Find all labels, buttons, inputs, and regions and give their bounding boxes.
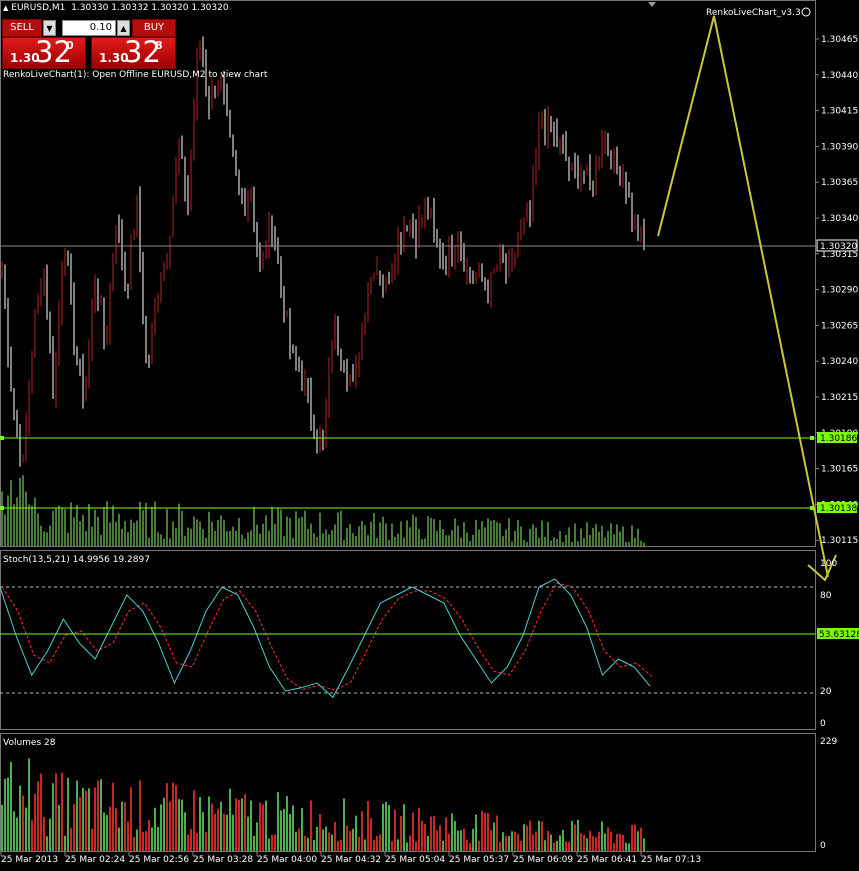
buy-price-box[interactable]: 1.30 32 8 (91, 35, 176, 69)
stoch-tick-label: 80 (820, 591, 832, 601)
stoch-tick-label: 0 (820, 719, 826, 729)
time-tick-label: 25 Mar 2013 (1, 855, 58, 865)
current-price-label: 1.30320 (820, 242, 857, 252)
main-price-panel (0, 0, 816, 547)
time-tick-label: 25 Mar 03:28 (193, 855, 253, 865)
lot-down-arrow-icon[interactable]: ▼ (43, 20, 56, 36)
current-price-box (816, 239, 858, 252)
price-tick-label: 1.30340 (821, 214, 858, 224)
price-tick-label: 1.30440 (821, 71, 858, 81)
time-tick-label: 25 Mar 06:41 (577, 855, 637, 865)
scroll-marker-icon[interactable] (648, 2, 656, 7)
time-tick-label: 25 Mar 04:32 (321, 855, 381, 865)
hline-lower-handle-left[interactable] (0, 506, 4, 510)
hline-lower-price-label: 1.30138 (820, 504, 857, 514)
smiley-icon (801, 7, 811, 17)
time-tick-label: 25 Mar 04:00 (257, 855, 317, 865)
hline-upper-price-box (817, 432, 857, 443)
stoch-signal-line (1, 582, 653, 691)
price-tick-label: 1.30165 (821, 465, 858, 475)
stoch-main-line (0, 578, 651, 699)
stoch-panel (0, 550, 816, 730)
time-tick-label: 25 Mar 06:09 (513, 855, 573, 865)
time-tick-label: 25 Mar 07:13 (641, 855, 701, 865)
price-tick-label: 1.30365 (821, 178, 858, 188)
symbol-title: EURUSD,M1 (11, 3, 66, 13)
time-tick-label: 25 Mar 05:37 (449, 855, 509, 865)
buy-price-prefix: 1.30 (99, 51, 129, 65)
volume-panel (0, 733, 816, 852)
ohlc-values: 1.30330 1.30332 1.30320 1.30320 (71, 3, 229, 13)
hline-upper-price-label: 1.30186 (820, 434, 857, 444)
candlestick-series (1, 36, 645, 467)
sell-button[interactable]: SELL (2, 19, 42, 37)
hline-lower-price-box (817, 502, 857, 513)
volume-tick-label: 0 (820, 841, 826, 851)
stochastic-lines (0, 578, 653, 699)
projection-arrow-head (807, 554, 837, 582)
price-tick-label: 1.30215 (821, 393, 858, 403)
main-volume-histogram (1, 475, 645, 546)
chart-header: ▲ EURUSD,M1 1.30330 1.30332 1.30320 1.30… (3, 3, 229, 13)
lot-size-input[interactable]: 0.10 (62, 20, 116, 36)
stoch-tick-label: 20 (820, 687, 832, 697)
volumes-title: Volumes 28 (3, 738, 56, 748)
sell-price-big: 32 (35, 35, 72, 69)
price-tick-label: 1.30415 (821, 107, 858, 117)
time-axis: 25 Mar 2013 25 Mar 02:24 25 Mar 02:56 25 Ma… (0, 852, 701, 865)
sell-price-sup: 0 (66, 39, 74, 52)
hline-upper-handle-right[interactable] (810, 436, 814, 440)
collapse-arrow-icon[interactable]: ▲ (3, 4, 9, 12)
indicator-name: RenkoLiveChart_v3.3 (706, 8, 801, 18)
price-tick-label: 1.30465 (821, 35, 858, 45)
price-tick-label: 1.30390 (821, 142, 858, 152)
sell-price-box[interactable]: 1.30 32 0 (2, 35, 86, 69)
buy-button[interactable]: BUY (132, 19, 176, 37)
time-tick-label: 25 Mar 02:56 (129, 855, 189, 865)
hline-upper-handle-left[interactable] (0, 436, 4, 440)
price-tick-label: 1.30290 (821, 286, 858, 296)
indicator-message: RenkoLiveChart(1): Open Offline EURUSD,M… (3, 70, 268, 80)
stoch-tick-label: 100 (820, 559, 837, 569)
buy-price-sup: 8 (155, 39, 163, 52)
stoch-level-price-box (817, 628, 859, 639)
projection-zigzag-line[interactable] (657, 15, 829, 578)
stoch-title: Stoch(13,5,21) 14.9956 19.2897 (3, 555, 150, 565)
volume-bars (1, 758, 645, 851)
price-tick-label: 1.30115 (821, 536, 858, 546)
sell-price-prefix: 1.30 (10, 51, 40, 65)
stoch-level-label: 53.63128 (819, 630, 859, 640)
volume-tick-label: 229 (820, 737, 837, 747)
price-tick-label: 1.30240 (821, 357, 858, 367)
price-tick-label: 1.30315 (821, 250, 858, 260)
price-tick-label: 1.30265 (821, 321, 858, 331)
buy-price-big: 32 (124, 35, 161, 69)
hline-lower-handle-right[interactable] (810, 506, 814, 510)
time-tick-label: 25 Mar 05:04 (385, 855, 445, 865)
time-tick-label: 25 Mar 02:24 (65, 855, 125, 865)
lot-up-arrow-icon[interactable]: ▲ (117, 20, 130, 36)
